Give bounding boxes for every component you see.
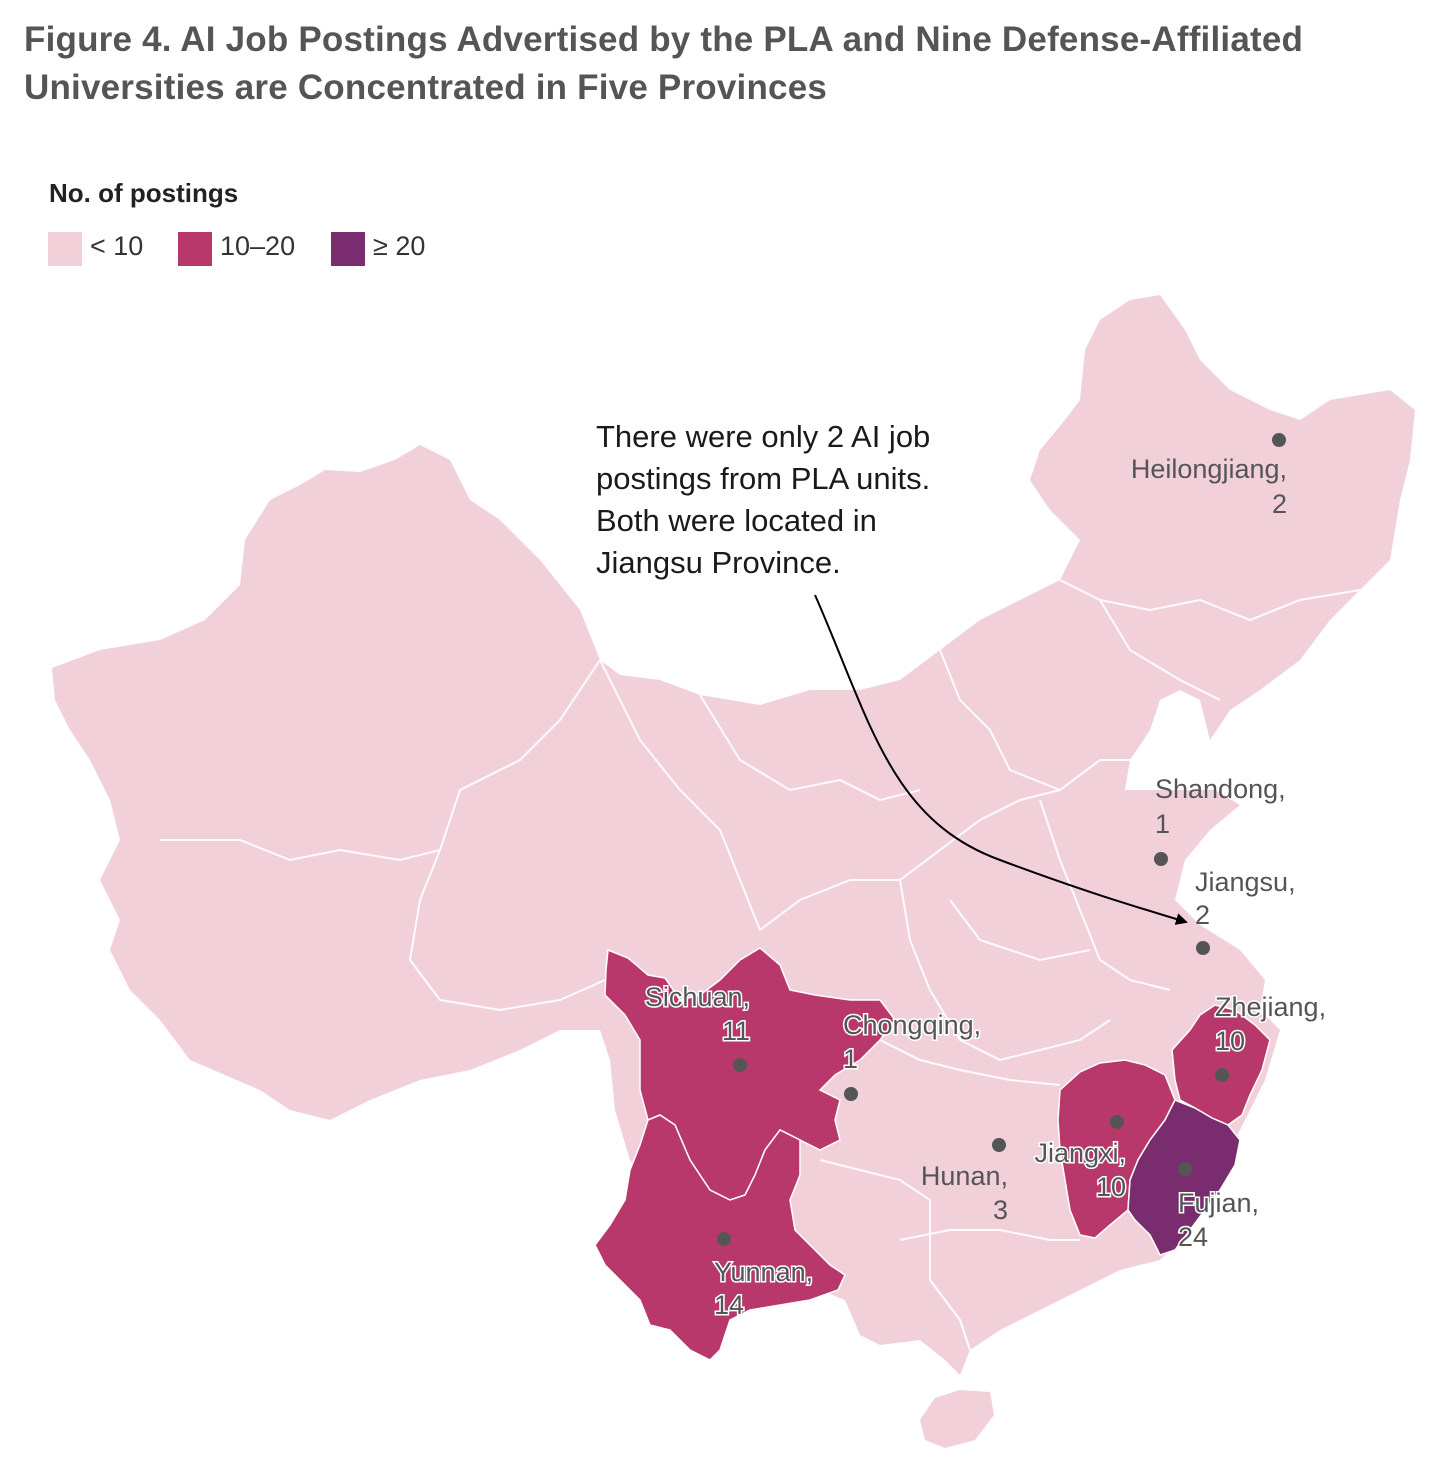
border-northeast-2 bbox=[1099, 599, 1221, 701]
marker-yunnan bbox=[717, 1232, 731, 1246]
label-shandong-name: Shandong, bbox=[1155, 774, 1286, 804]
hainan-island-shape bbox=[920, 1390, 994, 1448]
annotation-line-1: There were only 2 AI job bbox=[596, 419, 931, 454]
legend-swatch-low bbox=[48, 232, 82, 266]
marker-zhejiang bbox=[1215, 1068, 1229, 1082]
label-shandong-count: 1 bbox=[1155, 809, 1170, 839]
province-shandong: Shandong, 1 bbox=[1154, 774, 1286, 866]
label-fujian-name: Fujian, bbox=[1178, 1188, 1259, 1218]
border-gansu-inner-mongolia bbox=[699, 694, 921, 802]
legend-swatch-mid bbox=[178, 232, 212, 266]
marker-heilongjiang bbox=[1272, 433, 1286, 447]
label-jiangsu-name: Jiangsu, bbox=[1195, 867, 1296, 897]
legend-label-low: < 10 bbox=[90, 231, 144, 261]
border-central-1 bbox=[759, 789, 1061, 931]
province-labels: Heilongjiang, 2 Shandong, 1 Jiangsu, 2 Z… bbox=[643, 433, 1328, 1322]
border-anhui-henan bbox=[1039, 799, 1171, 991]
province-shape-fujian bbox=[1127, 1099, 1241, 1256]
marker-jiangxi bbox=[1110, 1115, 1124, 1129]
border-hunan-guangdong bbox=[899, 1229, 1080, 1241]
province-hunan: Hunan, 3 bbox=[921, 1138, 1008, 1225]
label-chongqing-count: 1 bbox=[843, 1044, 858, 1074]
figure-title: Figure 4. AI Job Postings Advertised by … bbox=[24, 16, 1424, 112]
border-qinghai-gansu bbox=[599, 659, 761, 931]
border-hubei-hunan bbox=[879, 1039, 1061, 1086]
annotation-line-4: Jiangsu Province. bbox=[596, 545, 841, 580]
province-sichuan: Sichuan, 11 bbox=[643, 981, 752, 1072]
marker-hunan bbox=[992, 1138, 1006, 1152]
label-heilongjiang-name: Heilongjiang, bbox=[1131, 454, 1287, 484]
pla-annotation: There were only 2 AI job postings from P… bbox=[596, 416, 1016, 584]
border-guangxi-guangdong bbox=[929, 1240, 971, 1351]
label-zhejiang-name: Zhejiang, bbox=[1215, 992, 1326, 1022]
label-fujian-count: 24 bbox=[1178, 1222, 1208, 1252]
label-heilongjiang-count: 2 bbox=[1272, 489, 1287, 519]
legend-label-high: ≥ 20 bbox=[373, 231, 426, 261]
province-chongqing: Chongqing, 1 bbox=[842, 1009, 983, 1101]
province-jiangsu: Jiangsu, 2 bbox=[1195, 867, 1296, 955]
label-yunnan-count: 14 bbox=[714, 1290, 744, 1320]
label-hunan-count: 3 bbox=[993, 1195, 1008, 1225]
marker-sichuan bbox=[733, 1058, 747, 1072]
border-tibet-north bbox=[408, 849, 606, 1012]
province-fujian: Fujian, 24 bbox=[1177, 1162, 1261, 1254]
legend-title: No. of postings bbox=[49, 178, 239, 208]
title-line-2: Universities are Concentrated in Five Pr… bbox=[24, 68, 828, 107]
border-xinjiang-east bbox=[160, 659, 601, 862]
province-jiangxi: Jiangxi, 10 bbox=[1033, 1115, 1128, 1204]
label-jiangxi-count: 10 bbox=[1096, 1172, 1126, 1202]
marker-shandong bbox=[1154, 852, 1168, 866]
border-guangxi-guizhou bbox=[819, 1159, 931, 1240]
marker-chongqing bbox=[844, 1087, 858, 1101]
border-central-2 bbox=[899, 879, 1111, 1062]
province-yunnan: Yunnan, 14 bbox=[713, 1232, 815, 1322]
label-zhejiang-count: 10 bbox=[1215, 1026, 1245, 1056]
label-jiangsu-count: 2 bbox=[1195, 900, 1210, 930]
annotation-line-3: Both were located in bbox=[596, 503, 877, 538]
province-shape-zhejiang bbox=[1171, 1004, 1271, 1126]
label-hunan-name: Hunan, bbox=[921, 1161, 1008, 1191]
border-north-china bbox=[939, 649, 1130, 792]
label-sichuan-count: 11 bbox=[722, 1016, 750, 1046]
province-borders bbox=[160, 579, 1361, 1351]
border-henan-hubei bbox=[949, 899, 1091, 962]
legend-swatch-high bbox=[331, 232, 365, 266]
label-chongqing-name: Chongqing, bbox=[843, 1010, 981, 1040]
marker-fujian bbox=[1178, 1162, 1192, 1176]
title-line-1: Figure 4. AI Job Postings Advertised by … bbox=[24, 20, 1304, 59]
marker-jiangsu bbox=[1196, 941, 1210, 955]
legend-label-mid: 10–20 bbox=[220, 231, 296, 261]
annotation-arrow bbox=[814, 594, 1188, 925]
label-yunnan-name: Yunnan, bbox=[714, 1257, 813, 1287]
province-heilongjiang: Heilongjiang, 2 bbox=[1131, 433, 1287, 519]
label-jiangxi-name: Jiangxi, bbox=[1034, 1138, 1126, 1168]
label-sichuan-name: Sichuan, bbox=[645, 982, 750, 1012]
annotation-line-2: postings from PLA units. bbox=[596, 461, 931, 496]
province-zhejiang: Zhejiang, 10 bbox=[1214, 991, 1328, 1082]
